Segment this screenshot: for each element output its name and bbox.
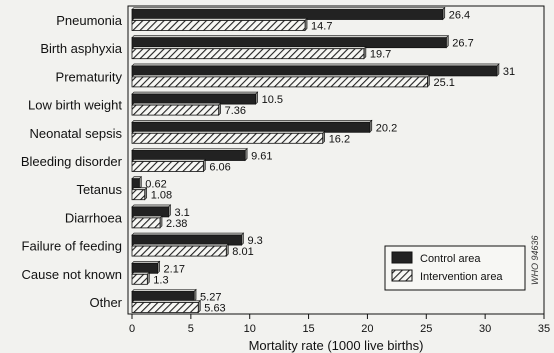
bar-control-area-low-birth-weight (132, 94, 256, 104)
bar-control-area-bleeding-disorder (132, 151, 245, 161)
category-label-prematurity: Prematurity (56, 69, 123, 84)
category-label-failure-of-feeding: Failure of feeding (22, 239, 122, 254)
bar-intervention-area-pneumonia (132, 21, 305, 31)
category-label-cause-not-known: Cause not known (22, 267, 122, 282)
bar-intervention-area-other (132, 303, 198, 313)
value-label-intervention-area-low-birth-weight: 7.36 (225, 105, 246, 117)
value-label-intervention-area-tetanus: 1.08 (151, 190, 172, 202)
x-tick-label-15: 15 (302, 323, 314, 335)
value-label-intervention-area-cause-not-known: 1.3 (153, 274, 168, 286)
bar-intervention-area-tetanus (132, 190, 145, 200)
x-tick-label-20: 20 (361, 323, 373, 335)
value-label-control-area-birth-asphyxia: 26.7 (452, 38, 473, 50)
who-watermark: WHO 94636 (530, 235, 540, 285)
bar-intervention-area-cause-not-known (132, 274, 147, 284)
category-label-other: Other (89, 295, 122, 310)
value-label-intervention-area-birth-asphyxia: 19.7 (370, 49, 391, 61)
value-label-control-area-low-birth-weight: 10.5 (262, 94, 283, 106)
value-label-intervention-area-neonatal-sepsis: 16.2 (329, 133, 350, 145)
category-label-tetanus: Tetanus (76, 182, 122, 197)
bar-control-area-failure-of-feeding (132, 235, 241, 245)
legend-label-intervention: Intervention area (420, 271, 503, 283)
legend: Control area Intervention area (385, 246, 525, 290)
x-tick-label-30: 30 (479, 323, 491, 335)
bar-intervention-area-neonatal-sepsis (132, 133, 323, 143)
category-labels: Pneumonia Birth asphyxia Prematurity Low bi… (21, 13, 123, 310)
x-tick-label-0: 0 (129, 323, 135, 335)
bar-intervention-area-diarrhoea (132, 218, 160, 228)
category-label-neonatal-sepsis: Neonatal sepsis (30, 126, 123, 141)
value-label-control-area-bleeding-disorder: 9.61 (251, 151, 272, 163)
bar-control-area-pneumonia (132, 10, 443, 20)
category-label-bleeding-disorder: Bleeding disorder (21, 154, 123, 169)
legend-label-control: Control area (420, 253, 481, 265)
bar-control-area-neonatal-sepsis (132, 122, 370, 132)
value-label-intervention-area-other: 5.63 (204, 303, 225, 315)
category-label-diarrhoea: Diarrhoea (65, 210, 123, 225)
value-label-intervention-area-diarrhoea: 2.38 (166, 218, 187, 230)
category-label-pneumonia: Pneumonia (56, 13, 123, 28)
value-label-intervention-area-prematurity: 25.1 (433, 77, 454, 89)
x-tick-label-25: 25 (420, 323, 432, 335)
value-label-intervention-area-failure-of-feeding: 8.01 (232, 246, 253, 258)
bar-intervention-area-low-birth-weight (132, 105, 219, 115)
bar-control-area-tetanus (132, 179, 139, 189)
x-tick-label-35: 35 (538, 323, 550, 335)
legend-swatch-intervention (392, 270, 412, 281)
x-axis-title: Mortality rate (1000 live births) (249, 338, 424, 353)
value-label-control-area-prematurity: 31 (503, 66, 515, 78)
bar-intervention-area-failure-of-feeding (132, 246, 226, 256)
bar-control-area-cause-not-known (132, 263, 158, 273)
bar-control-area-prematurity (132, 66, 497, 76)
x-axis-ticks: 0 5 10 15 20 25 30 35 (129, 314, 550, 335)
value-label-control-area-neonatal-sepsis: 20.2 (376, 122, 397, 134)
bar-intervention-area-birth-asphyxia (132, 49, 364, 59)
value-label-intervention-area-bleeding-disorder: 6.06 (209, 162, 230, 174)
bar-intervention-area-bleeding-disorder (132, 162, 203, 172)
bar-intervention-area-prematurity (132, 77, 427, 87)
bar-control-area-other (132, 292, 194, 302)
category-label-birth-asphyxia: Birth asphyxia (40, 41, 122, 56)
legend-swatch-control (392, 252, 412, 263)
x-tick-label-10: 10 (244, 323, 256, 335)
bar-control-area-diarrhoea (132, 207, 168, 217)
x-tick-label-5: 5 (188, 323, 194, 335)
bar-control-area-birth-asphyxia (132, 38, 446, 48)
value-label-control-area-pneumonia: 26.4 (449, 10, 470, 22)
category-label-low-birth-weight: Low birth weight (28, 98, 122, 113)
value-label-intervention-area-pneumonia: 14.7 (311, 21, 332, 33)
